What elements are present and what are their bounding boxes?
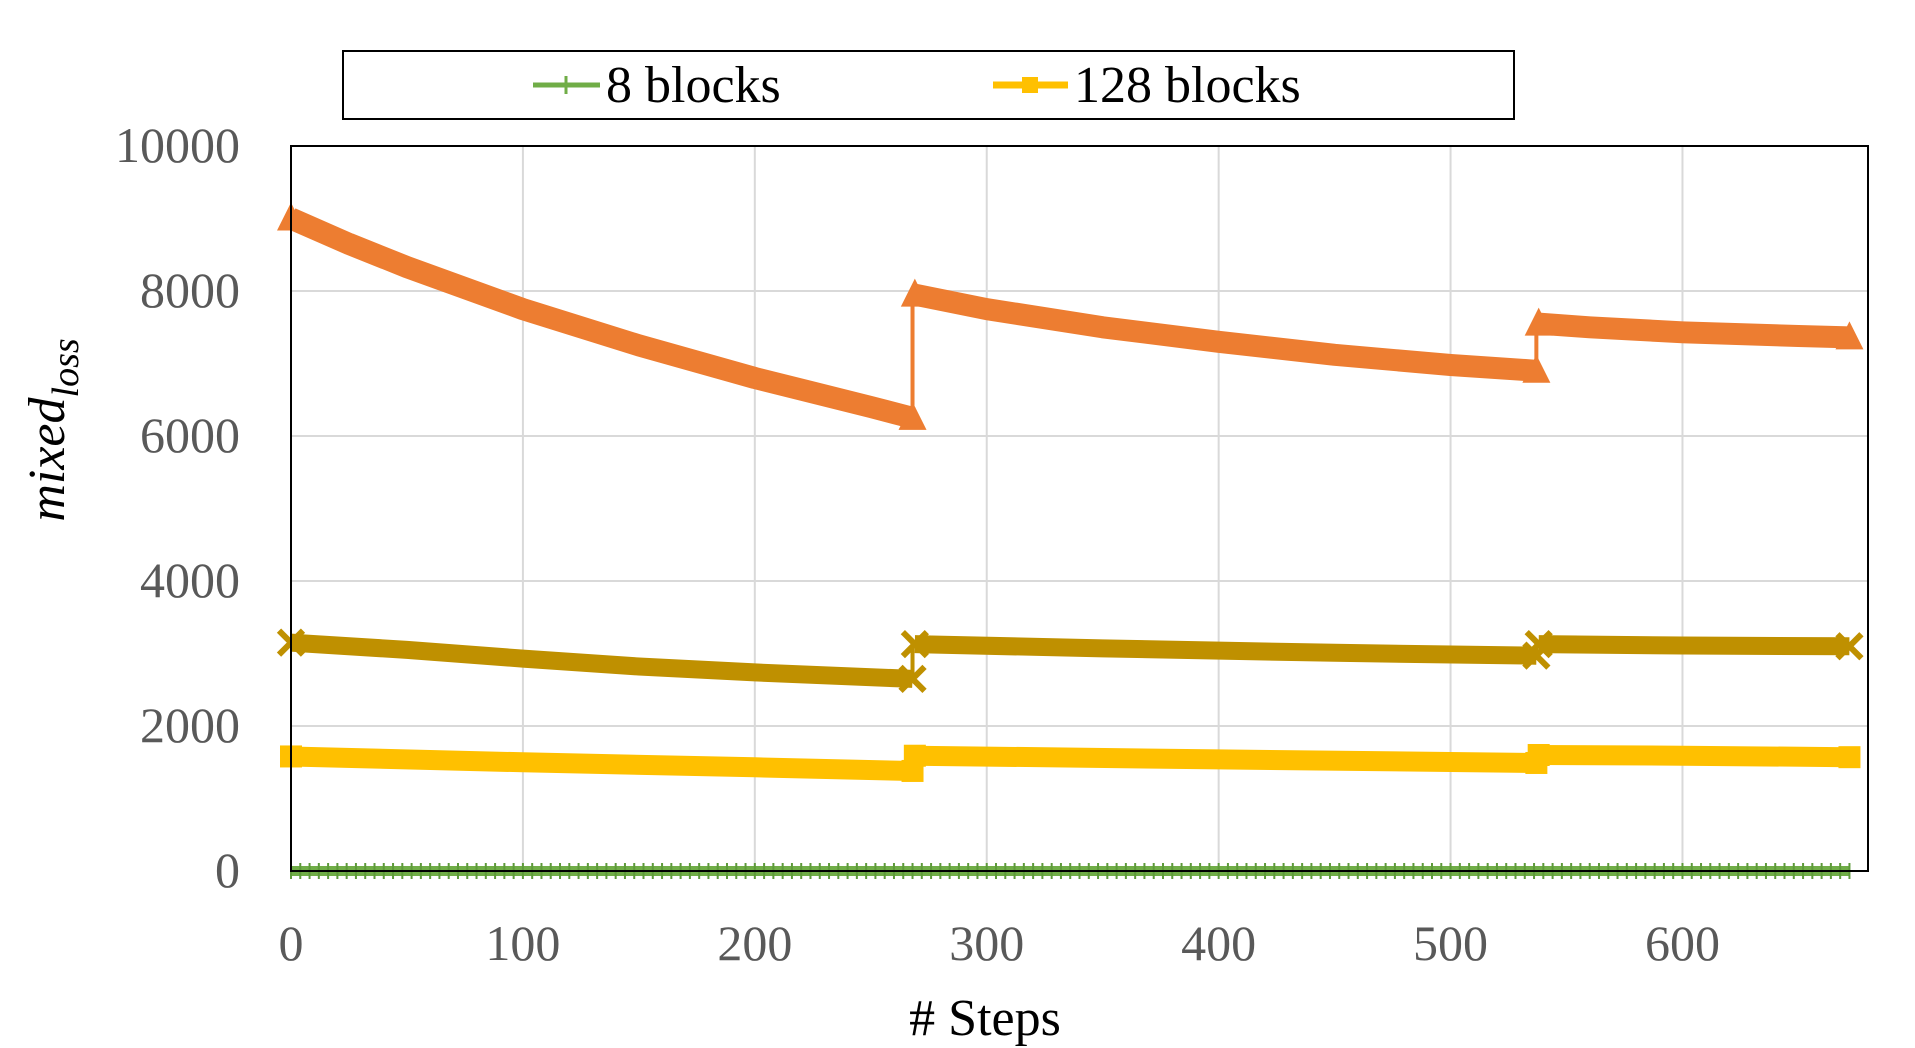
series-line: [290, 746, 913, 781]
x-tick-label: 600: [1645, 915, 1720, 971]
series-marker: [1838, 746, 1861, 769]
legend-box: [342, 50, 1515, 120]
series-marker: [1524, 307, 1553, 336]
x-tick-labels: 0 100 200 300 400 500 600: [279, 915, 1720, 971]
series-marker: [900, 278, 929, 307]
series-128-blocks: [280, 744, 1861, 782]
square-icon: [1022, 77, 1038, 93]
legend: 8 blocks 128 blocks: [342, 50, 1515, 120]
series-marker: [898, 664, 927, 693]
series-marker: [1524, 629, 1553, 659]
series-marker: [900, 629, 929, 659]
series-line: [1538, 745, 1850, 768]
y-tick-label: 4000: [140, 552, 240, 608]
legend-label-128-blocks: 128 blocks: [1074, 57, 1301, 114]
legend-entry-128-blocks: 128 blocks: [993, 57, 1301, 114]
x-tick-label: 200: [717, 915, 792, 971]
y-tick-label: 2000: [140, 697, 240, 753]
series-line: [290, 633, 913, 688]
series-marker: [1835, 632, 1864, 661]
x-tick-label: 0: [279, 915, 304, 971]
series-line: [914, 745, 1537, 773]
series-marker: [903, 744, 926, 767]
series-group: [276, 202, 1864, 879]
y-tick-labels: 0 2000 4000 6000 8000 10000: [115, 117, 240, 898]
series-marker: [1522, 354, 1551, 383]
y-tick-label: 8000: [140, 262, 240, 318]
y-tick-label: 6000: [140, 407, 240, 463]
legend-entry-8-blocks: 8 blocks: [533, 57, 781, 114]
x-tick-label: 100: [485, 915, 560, 971]
series-marker: [1835, 321, 1864, 350]
series-line: [1538, 635, 1850, 656]
x-tick-label: 400: [1181, 915, 1256, 971]
series-line: [914, 635, 1537, 665]
series-marker: [898, 401, 927, 430]
series-ed7d31: [277, 202, 1864, 430]
y-axis-title-base: mixed: [19, 396, 76, 521]
series-line: [1537, 312, 1850, 349]
y-tick-label: 10000: [115, 117, 240, 173]
plus-icon: [557, 76, 575, 94]
y-axis-title: mixedloss: [19, 338, 87, 521]
plot-area-frame: [290, 145, 1869, 872]
series-line: [286, 208, 916, 429]
series-line: [912, 283, 1538, 382]
legend-label-8-blocks: 8 blocks: [606, 57, 781, 114]
x-axis-title: # Steps: [909, 990, 1061, 1047]
x-tick-label: 300: [949, 915, 1024, 971]
x-tick-label: 500: [1413, 915, 1488, 971]
y-tick-label: 0: [215, 842, 240, 898]
y-axis-title-subscript: loss: [45, 338, 87, 397]
series-bf9000: [276, 628, 1864, 693]
series-marker: [1527, 744, 1550, 766]
